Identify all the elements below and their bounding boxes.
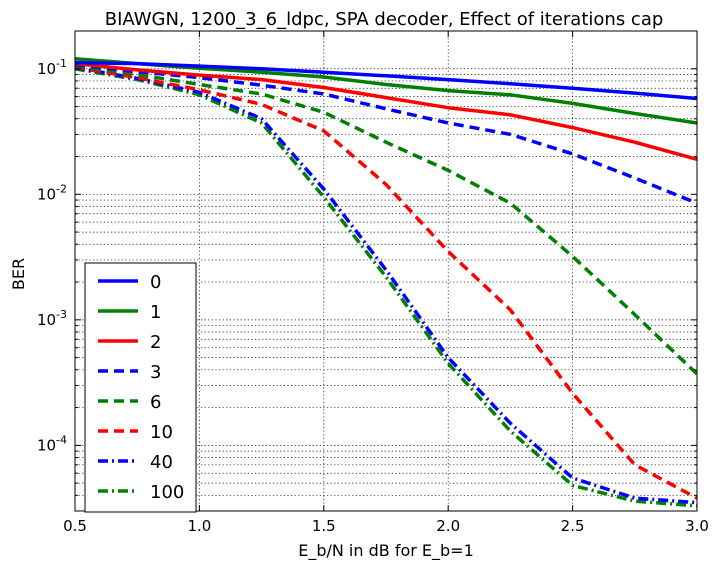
legend: 0 1 2 3 6 10 40 100 [84, 262, 197, 513]
series-line-10 [75, 65, 697, 500]
series-line-2 [75, 61, 697, 161]
y-tick-label: 10-3 [37, 308, 67, 329]
x-tick-label: 1.5 [312, 517, 336, 535]
legend-label-2: 2 [150, 332, 161, 353]
axis-ticks: 0.5 1.0 1.5 2.0 2.5 3.0 10-4 10-3 10-2 10-1 [37, 30, 709, 535]
y-tick-label: 10-1 [37, 57, 67, 78]
y-tick-label: 10-2 [37, 182, 67, 203]
legend-label-10: 10 [150, 422, 173, 443]
legend-label-3: 3 [150, 362, 161, 383]
legend-label-40: 40 [150, 452, 173, 473]
legend-label-0: 0 [150, 272, 161, 293]
legend-label-1: 1 [150, 302, 161, 323]
series-line-0 [75, 60, 697, 101]
series-line-100 [75, 67, 697, 508]
x-tick-label: 1.0 [187, 517, 211, 535]
chart-title: BIAWGN, 1200_3_6_ldpc, SPA decoder, Effe… [105, 9, 664, 30]
y-tick-label: 10-4 [37, 433, 67, 454]
legend-label-6: 6 [150, 392, 161, 413]
series-line-3 [75, 62, 697, 205]
x-tick-label: 3.0 [685, 517, 709, 535]
grid [75, 30, 697, 512]
x-axis-label: E_b/N in dB for E_b=1 [298, 541, 474, 561]
plot-area [74, 30, 698, 512]
series-line-40 [75, 65, 697, 505]
x-tick-label: 2.5 [561, 517, 585, 535]
legend-label-100: 100 [150, 482, 184, 503]
series-lines [75, 57, 697, 508]
legend-box [84, 262, 197, 513]
x-tick-label: 2.0 [436, 517, 460, 535]
series-line-6 [75, 64, 697, 376]
y-axis-label: BER [9, 258, 28, 290]
x-tick-label: 0.5 [63, 517, 87, 535]
